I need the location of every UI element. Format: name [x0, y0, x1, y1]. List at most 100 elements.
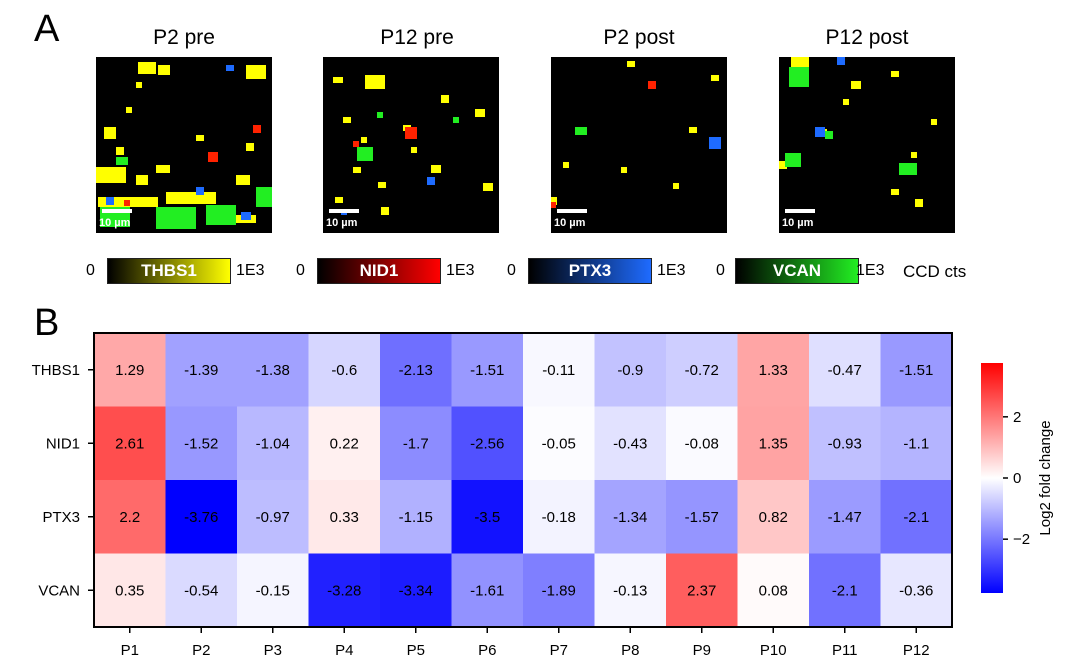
heatmap-cell-value: 2.61 [115, 435, 144, 452]
heatmap-cell [165, 406, 238, 481]
heatmap-cell [451, 406, 524, 481]
colorbar-min: 0 [716, 262, 725, 279]
colorbar-gradient [735, 258, 859, 284]
heatmap-cell [380, 480, 452, 554]
heatmap-cell [165, 553, 238, 628]
heatmap-cell [594, 480, 667, 554]
heatmap-cell [451, 553, 524, 628]
heatmap-cell [308, 480, 381, 554]
heatmap-cell-value: -3.5 [474, 509, 500, 526]
image-title-p2-post: P2 post [603, 26, 675, 49]
image-title-p2-pre: P2 pre [153, 26, 215, 49]
heatmap-cell [666, 553, 738, 628]
heatmap-cell-value: -1.51 [470, 362, 504, 379]
heatmap-cell-value: -1.15 [399, 509, 433, 526]
colorbar-gradient [107, 258, 231, 284]
scale-bar [102, 209, 132, 213]
heatmap-cell-value: -0.08 [685, 435, 719, 452]
x-tick-label: P12 [903, 642, 930, 659]
x-tick-label: P9 [693, 642, 711, 659]
colorbar-min: 0 [86, 262, 95, 279]
x-tick-label: P6 [478, 642, 496, 659]
heatmap-cell [308, 333, 381, 407]
x-tick-label: P10 [760, 642, 787, 659]
heatmap-cell-value: -0.18 [542, 509, 576, 526]
heatmap-cell [237, 333, 309, 407]
heatmap-cell-value: -1.7 [403, 435, 429, 452]
heatmap-cell [594, 406, 667, 481]
heatmap-cell [451, 480, 524, 554]
heatmap-cell-value: 1.35 [759, 435, 788, 452]
panel-b-letter: B [34, 302, 60, 344]
micrograph-p12-post-spots [779, 57, 937, 207]
heatmap-cell-value: -1.39 [184, 362, 218, 379]
heatmap-cell-value: -1.57 [685, 509, 719, 526]
heatmap-cell [809, 480, 881, 554]
heatmap-cell-value: -0.6 [331, 362, 357, 379]
heatmap-cell-value: -2.1 [903, 509, 929, 526]
micrograph-p12-pre-spots [333, 75, 493, 215]
heatmap-cell-value: -1.34 [613, 509, 647, 526]
heatmap-cell [737, 480, 810, 554]
heatmap-cell [809, 553, 881, 628]
heatmap-cell-value: -2.1 [832, 582, 858, 599]
colorbar-gradient [317, 258, 441, 284]
heatmap-cell-value: 2.2 [119, 509, 140, 526]
scale-bar-label: 10 µm [782, 217, 814, 229]
heatmap-cell-value: -1.38 [256, 362, 290, 379]
heatmap-cell-value: -0.97 [256, 509, 290, 526]
scale-bar [557, 209, 587, 213]
heatmap-cell [523, 333, 595, 407]
heatmap-cell-value: -2.56 [470, 435, 504, 452]
heatmap-cell [880, 480, 953, 554]
heatmap-cell-value: 1.29 [115, 362, 144, 379]
heatmap-cell [380, 406, 452, 481]
heatmap-cell [523, 553, 595, 628]
heatmap-cell [237, 553, 309, 628]
heatmap-cell [94, 333, 166, 407]
colorbar-label: NID1 [359, 261, 399, 280]
x-tick-label: P4 [335, 642, 353, 659]
heatmap-cell-value: 0.33 [330, 509, 359, 526]
heatmap-cell [737, 333, 810, 407]
heatmap-cell-value: 1.33 [759, 362, 788, 379]
heatmap-cell [666, 480, 738, 554]
heatmap-cell [809, 333, 881, 407]
heatmap-cell [880, 406, 953, 481]
heatmap-cell [308, 553, 381, 628]
colorbar-tick-label: 2 [1013, 409, 1021, 426]
colorbar-label: THBS1 [141, 261, 197, 280]
y-tick-label: VCAN [38, 582, 80, 599]
heatmap-cell-value: 0.35 [115, 582, 144, 599]
heatmap-cell [737, 406, 810, 481]
heatmap-cell [380, 553, 452, 628]
heatmap-cell-value: 0.22 [330, 435, 359, 452]
colorbar-tick-label: −2 [1013, 531, 1030, 548]
heatmap-cell [237, 480, 309, 554]
colorbar-min: 0 [507, 262, 516, 279]
heatmap-cell-value: -3.28 [327, 582, 361, 599]
image-title-p12-pre: P12 pre [380, 26, 454, 49]
heatmap-cell [380, 333, 452, 407]
heatmap-cell [308, 406, 381, 481]
heatmap-cell [451, 333, 524, 407]
colorbar-units: CCD cts [903, 262, 967, 281]
heatmap-cell-value: 0.08 [759, 582, 788, 599]
heatmap-cell-value: -1.1 [903, 435, 929, 452]
heatmap-cell-value: 2.37 [687, 582, 716, 599]
panel-a-letter: A [34, 8, 60, 50]
heatmap-cell-value: -0.72 [685, 362, 719, 379]
heatmap-cell [94, 480, 166, 554]
heatmap-cell-value: -0.47 [828, 362, 862, 379]
y-tick-label: PTX3 [42, 509, 80, 526]
heatmap-cell-value: -0.93 [828, 435, 862, 452]
colorbar-tick-label: 0 [1013, 470, 1021, 487]
scale-bar-label: 10 µm [326, 217, 358, 229]
colorbar-label: VCAN [772, 261, 822, 280]
colorbar-max: 1E3 [657, 262, 686, 279]
heatmap-cell-value: -0.36 [899, 582, 933, 599]
heatmap-cell-value: -0.54 [184, 582, 218, 599]
colorbar-axis-label: Log2 fold change [1037, 420, 1054, 535]
y-tick-label: THBS1 [32, 362, 80, 379]
heatmap-cell-value: 0.82 [759, 509, 788, 526]
